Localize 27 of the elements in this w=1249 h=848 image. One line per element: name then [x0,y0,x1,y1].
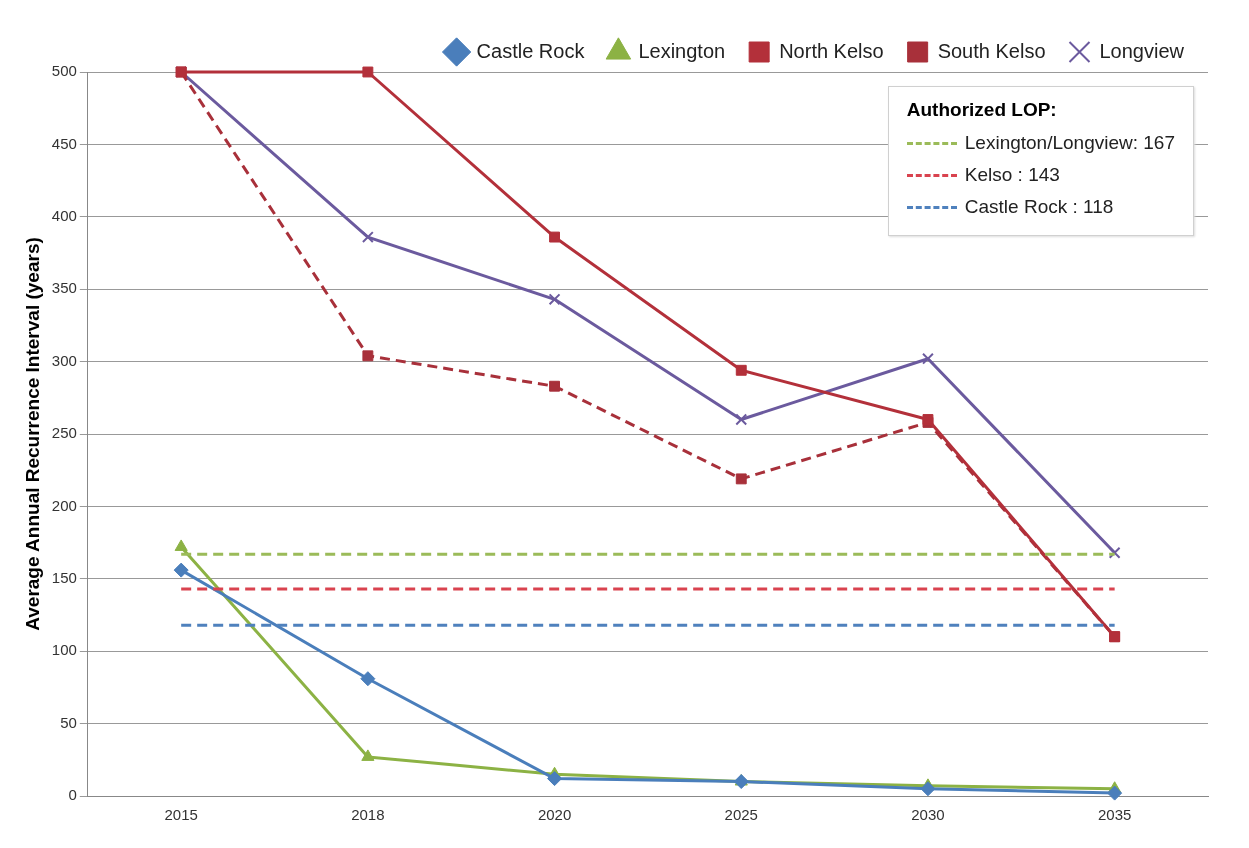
x-tick-label: 2035 [1097,806,1132,824]
x-tick-label: 2020 [537,806,572,824]
y-tick-label: 50 [60,713,77,731]
legend-label: Lexington/Longview: 167 [964,132,1175,154]
legend-label: Longview [1099,39,1185,62]
legend-label: Kelso : 143 [964,164,1060,186]
x-tick-label: 2015 [164,806,198,824]
y-tick-label: 200 [51,496,77,514]
x-tick-label: 2025 [724,806,758,824]
x-tick-label: 2030 [911,806,945,824]
x-tick-label: 2018 [351,806,385,824]
y-tick-label: 500 [51,62,77,80]
y-axis-title: Average Annual Recurrence Interval (years) [21,237,43,631]
y-tick-label: 350 [51,279,77,297]
legend-label: North Kelso [779,39,884,62]
legend-label: South Kelso [937,39,1046,62]
legend-label: Castle Rock [476,39,586,62]
y-tick-label: 150 [51,568,77,586]
y-tick-label: 400 [51,206,77,224]
y-tick-label: 100 [51,641,77,659]
y-tick-label: 0 [68,786,77,804]
y-tick-label: 250 [51,424,77,442]
legend-label: Lexington [638,39,726,62]
y-tick-label: 300 [51,351,77,369]
y-tick-label: 450 [51,134,77,152]
legend-label: Castle Rock : 118 [964,196,1114,218]
legend-title: Authorized LOP: [906,99,1058,121]
